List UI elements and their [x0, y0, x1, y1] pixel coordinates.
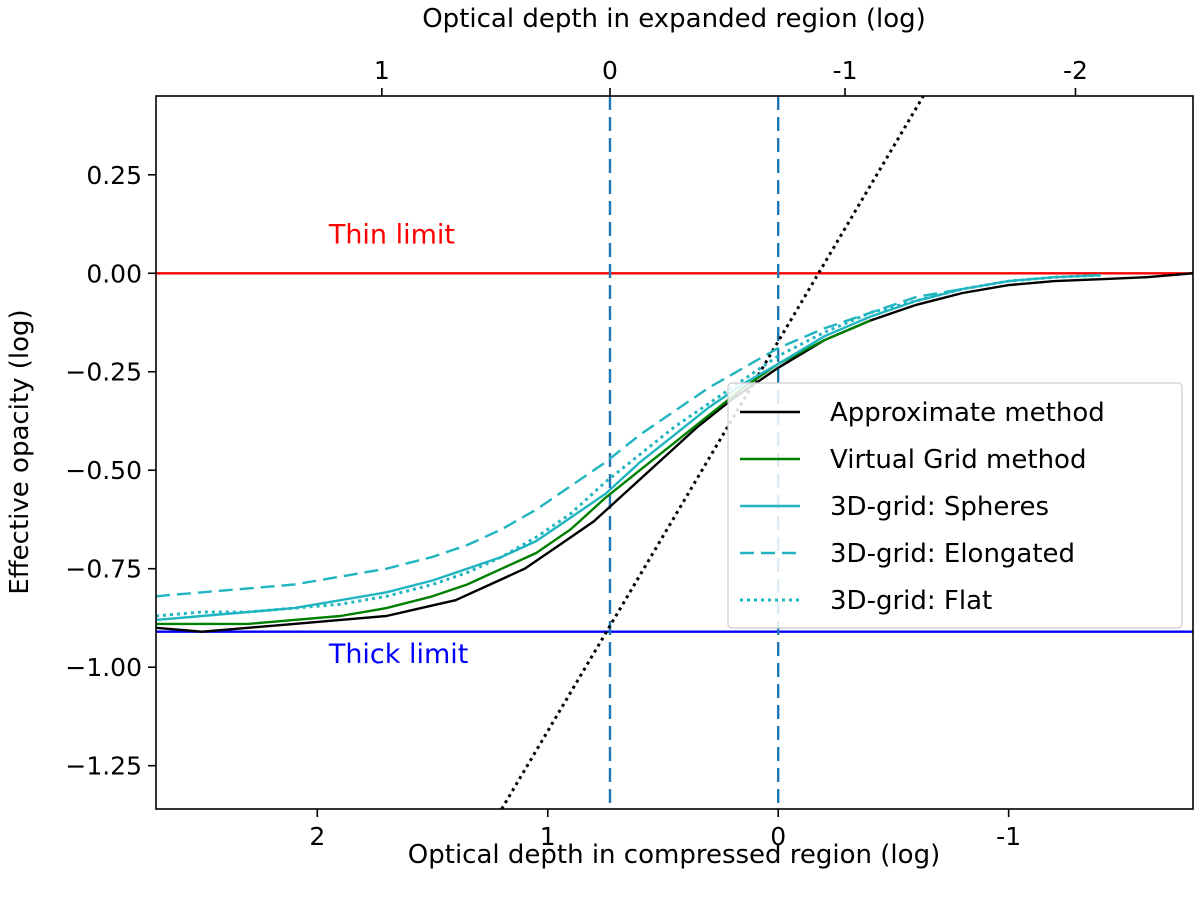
series-line-3d-grid-spheres — [156, 274, 1101, 622]
x-tick-label: 1 — [540, 822, 556, 851]
x-tick-label: -1 — [996, 822, 1021, 851]
series-line-3d-grid-elongated — [156, 287, 963, 598]
legend: Approximate method Virtual Grid method 3D-… — [727, 382, 1183, 629]
x-axis-top: 1 0 -1 -2 — [374, 56, 1088, 96]
thick-limit-label: Thick limit — [328, 639, 469, 670]
y-axis-label: Effective opacity (log) — [5, 309, 35, 594]
y-tick-label: −1.25 — [65, 752, 142, 781]
legend-box — [727, 382, 1183, 629]
legend-label: Approximate method — [830, 398, 1105, 428]
x-tick-label: 0 — [770, 822, 786, 851]
reference-lines — [156, 96, 1193, 809]
diagonal-reference-line — [500, 96, 925, 809]
y-axis: 0.25 0.00 −0.25 −0.50 −0.75 −1.00 −1.25 — [65, 161, 156, 781]
legend-label: 3D-grid: Spheres — [830, 492, 1049, 522]
y-tick-label: −1.00 — [65, 653, 142, 682]
x2-axis-label: Optical depth in expanded region (log) — [422, 4, 926, 34]
x-axis-label: Optical depth in compressed region (log) — [408, 840, 940, 870]
series-line-3d-grid-flat — [156, 273, 1101, 618]
legend-label: 3D-grid: Flat — [830, 586, 992, 616]
x-tick-label: 2 — [309, 822, 325, 851]
legend-label: Virtual Grid method — [830, 445, 1086, 475]
x2-tick-label: -2 — [1063, 56, 1088, 85]
legend-label: 3D-grid: Elongated — [830, 539, 1075, 569]
y-tick-label: −0.25 — [65, 358, 142, 387]
annotations: Thin limit Thick limit — [328, 220, 469, 671]
thin-limit-label: Thin limit — [328, 220, 455, 251]
x2-tick-label: -1 — [833, 56, 858, 85]
x2-tick-label: 1 — [374, 56, 390, 85]
x-axis-bottom: 2 1 0 -1 — [309, 809, 1021, 851]
series-line-approximate-method — [156, 272, 1193, 633]
plot-frame — [155, 95, 1194, 810]
y-tick-label: 0.25 — [86, 161, 142, 190]
x2-tick-label: 0 — [602, 56, 618, 85]
y-tick-label: −0.50 — [65, 456, 142, 485]
y-tick-label: −0.75 — [65, 555, 142, 584]
y-tick-label: 0.00 — [86, 259, 142, 288]
